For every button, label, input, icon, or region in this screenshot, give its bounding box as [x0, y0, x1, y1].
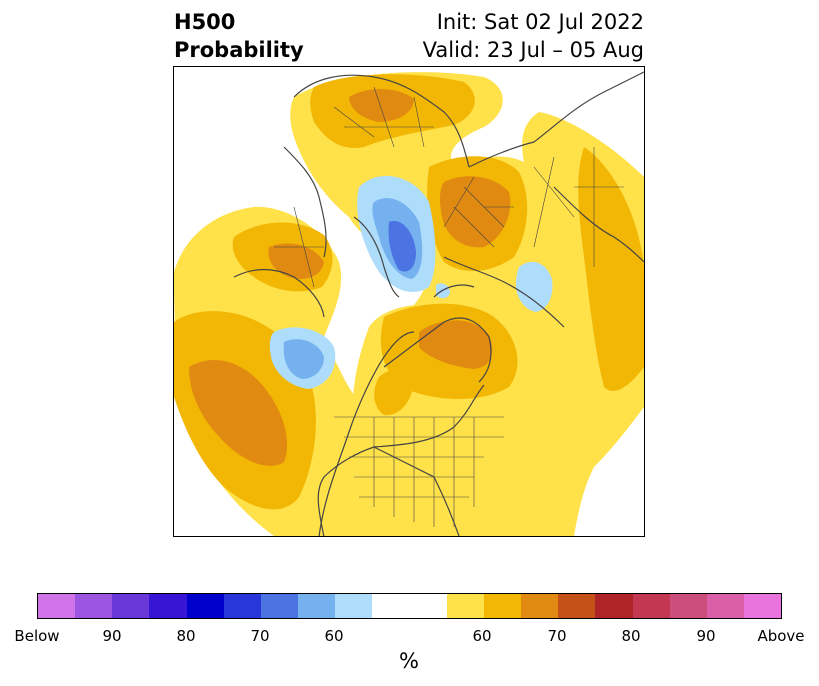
- anomaly-region-orange: [268, 243, 324, 279]
- title-field: Probability: [174, 38, 304, 62]
- init-date: Init: Sat 02 Jul 2022: [436, 10, 644, 34]
- anomaly-region-yellow: [414, 515, 504, 536]
- colorbar-tick-label: 80: [621, 627, 641, 645]
- colorbar-segment: [298, 594, 336, 618]
- country-borders: [274, 86, 624, 527]
- valid-date-range: Valid: 23 Jul – 05 Aug: [422, 38, 644, 62]
- anomaly-region-orange: [189, 359, 288, 466]
- colorbar-segment: [483, 594, 522, 618]
- colorbar-tick-label: 60: [472, 627, 492, 645]
- colorbar-tick-label: Above: [757, 627, 805, 645]
- colorbar-segment: [372, 594, 410, 618]
- colorbar-segment: [595, 594, 633, 618]
- colorbar-segment: [149, 594, 187, 618]
- anomaly-region-gold: [374, 370, 414, 416]
- polar-map: [173, 66, 645, 537]
- anomaly-region-mid-blue: [283, 339, 324, 379]
- anomaly-region-blue: [388, 221, 416, 272]
- colorbar-segment: [632, 594, 670, 618]
- colorbar: [37, 593, 782, 619]
- colorbar-segment: [558, 594, 596, 618]
- colorbar-segment: [186, 594, 224, 618]
- colorbar-segment: [743, 594, 782, 618]
- anomaly-region-light-blue: [516, 261, 553, 312]
- colorbar-tick-label: Below: [14, 627, 60, 645]
- colorbar-segment: [335, 594, 373, 618]
- probability-map-svg: [174, 71, 644, 536]
- anomaly-region-orange: [349, 88, 414, 122]
- colorbar-segment: [112, 594, 150, 618]
- anomaly-region-light-blue: [436, 283, 450, 299]
- colorbar-segment: [409, 594, 447, 618]
- colorbar-label: %: [399, 649, 419, 673]
- colorbar-tick-label: 90: [102, 627, 122, 645]
- colorbar-tick-label: 80: [176, 627, 196, 645]
- colorbar-segment: [38, 594, 76, 618]
- colorbar-segment: [446, 594, 484, 618]
- colorbar-tick-label: 90: [696, 627, 716, 645]
- anomaly-region-gold: [578, 147, 644, 391]
- forecast-dates: Init: Sat 02 Jul 2022 Valid: 23 Jul – 05…: [423, 8, 644, 64]
- colorbar-segment: [75, 594, 113, 618]
- colorbar-tick-label: 70: [250, 627, 270, 645]
- anomaly-region-orange: [439, 176, 511, 248]
- colorbar-segment: [706, 594, 744, 618]
- anomaly-region-orange: [419, 320, 493, 369]
- colorbar-segment: [669, 594, 707, 618]
- chart-title: H500 Probability: [174, 8, 304, 64]
- title-variable: H500: [174, 10, 236, 34]
- colorbar-segment: [260, 594, 299, 618]
- colorbar-segment: [223, 594, 261, 618]
- colorbar-tick-label: 60: [324, 627, 344, 645]
- colorbar-segment: [521, 594, 559, 618]
- colorbar-tick-label: 70: [547, 627, 567, 645]
